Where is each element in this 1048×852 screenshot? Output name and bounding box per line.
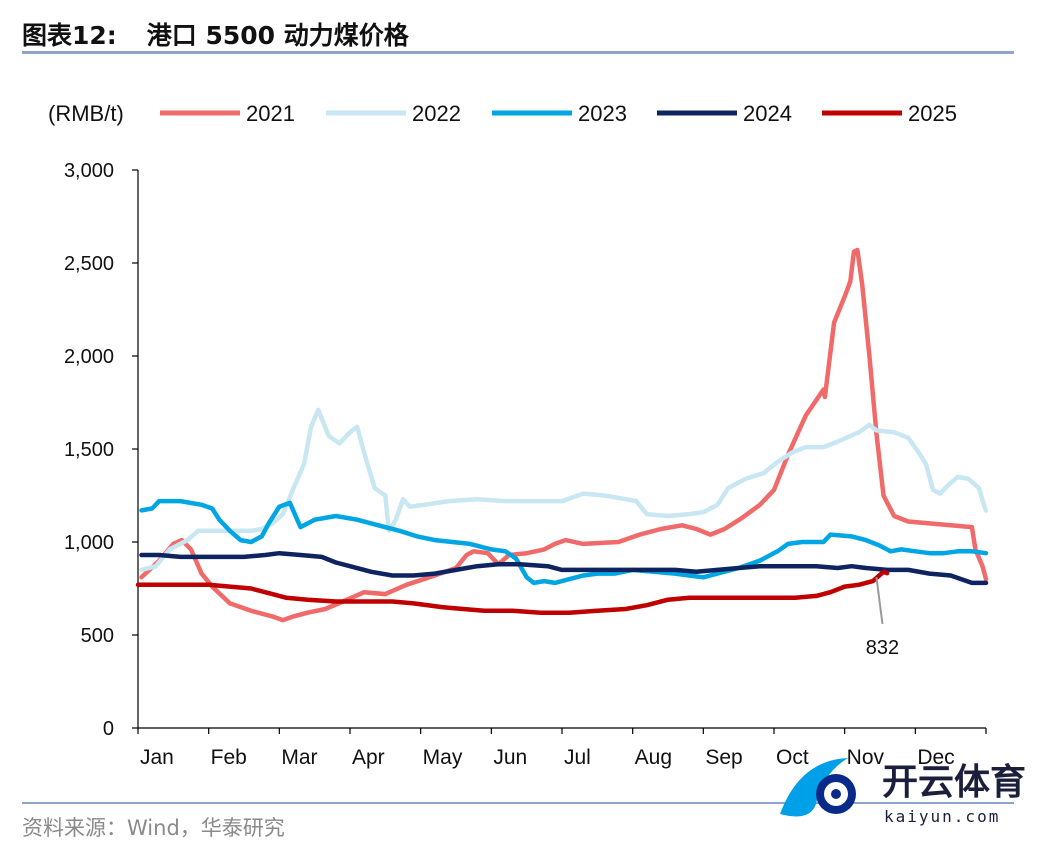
- y-tick-label: 3,000: [64, 160, 114, 182]
- x-tick-label: Oct: [776, 746, 809, 769]
- figure-label: 图表12:: [22, 21, 117, 50]
- y-tick-label: 500: [81, 625, 114, 647]
- y-tick-label: 2,000: [64, 346, 114, 368]
- series-line-2025: [135, 569, 890, 615]
- watermark-name: 开云体育: [882, 762, 1026, 803]
- series-line-2023: [139, 498, 989, 586]
- x-tick-label: Dec: [917, 746, 954, 769]
- series-line-2021: [139, 247, 989, 623]
- x-tick-label: Apr: [352, 746, 385, 769]
- legend-label-2021: 2021: [246, 101, 295, 126]
- y-tick-label: 2,500: [64, 253, 114, 275]
- series-line-2024: [139, 550, 989, 586]
- legend-label-2024: 2024: [743, 101, 792, 126]
- annotation: 832: [866, 577, 899, 659]
- chart-title: 港口 5500 动力煤价格: [146, 21, 409, 50]
- x-axis: Jan Feb Mar Apr May Jun Jul Aug Sep Oct Nov Dec: [137, 727, 987, 769]
- x-tick-label: Jul: [564, 746, 591, 769]
- annotation-label: 832: [866, 637, 899, 659]
- x-tick-label: Jun: [493, 746, 527, 769]
- x-tick-label: Feb: [211, 746, 247, 769]
- legend-label-2025: 2025: [908, 101, 957, 126]
- line-chart: 0 500 1,000 1,500 2,000 2,500 3,000 (RMB/t) Jan…: [48, 101, 989, 769]
- y-tick-label: 1,000: [64, 532, 114, 554]
- series-group: [135, 247, 989, 623]
- x-tick-label: Nov: [847, 746, 885, 769]
- y-tick-label: 1,500: [64, 439, 114, 461]
- x-tick-label: Aug: [635, 746, 672, 769]
- legend-label-2022: 2022: [412, 101, 461, 126]
- annotation-leader-line: [875, 577, 884, 625]
- x-tick-label: May: [423, 746, 463, 769]
- watermark-url: kaiyun.com: [884, 807, 1000, 826]
- series-line-2022: [139, 407, 989, 573]
- watermark-logo: 开云体育 kaiyun.com: [780, 758, 1026, 826]
- x-tick-label: Jan: [140, 746, 174, 769]
- legend: 2021 2022 2023 2024 2025: [160, 101, 957, 126]
- figure-title-bar: 图表12: 港口 5500 动力煤价格: [22, 14, 409, 54]
- x-tick-label: Mar: [281, 746, 317, 769]
- title-divider: [22, 51, 1014, 54]
- y-axis-unit-label: (RMB/t): [48, 101, 124, 126]
- kaiyun-logo-icon: [780, 758, 856, 817]
- x-tick-label: Sep: [705, 746, 742, 769]
- legend-label-2023: 2023: [578, 101, 627, 126]
- source-note: 资料来源：Wind，华泰研究: [22, 816, 285, 840]
- y-tick-label: 0: [103, 718, 114, 740]
- source-divider: [22, 802, 1014, 804]
- y-axis: 0 500 1,000 1,500 2,000 2,500 3,000 (RMB/t): [48, 101, 139, 740]
